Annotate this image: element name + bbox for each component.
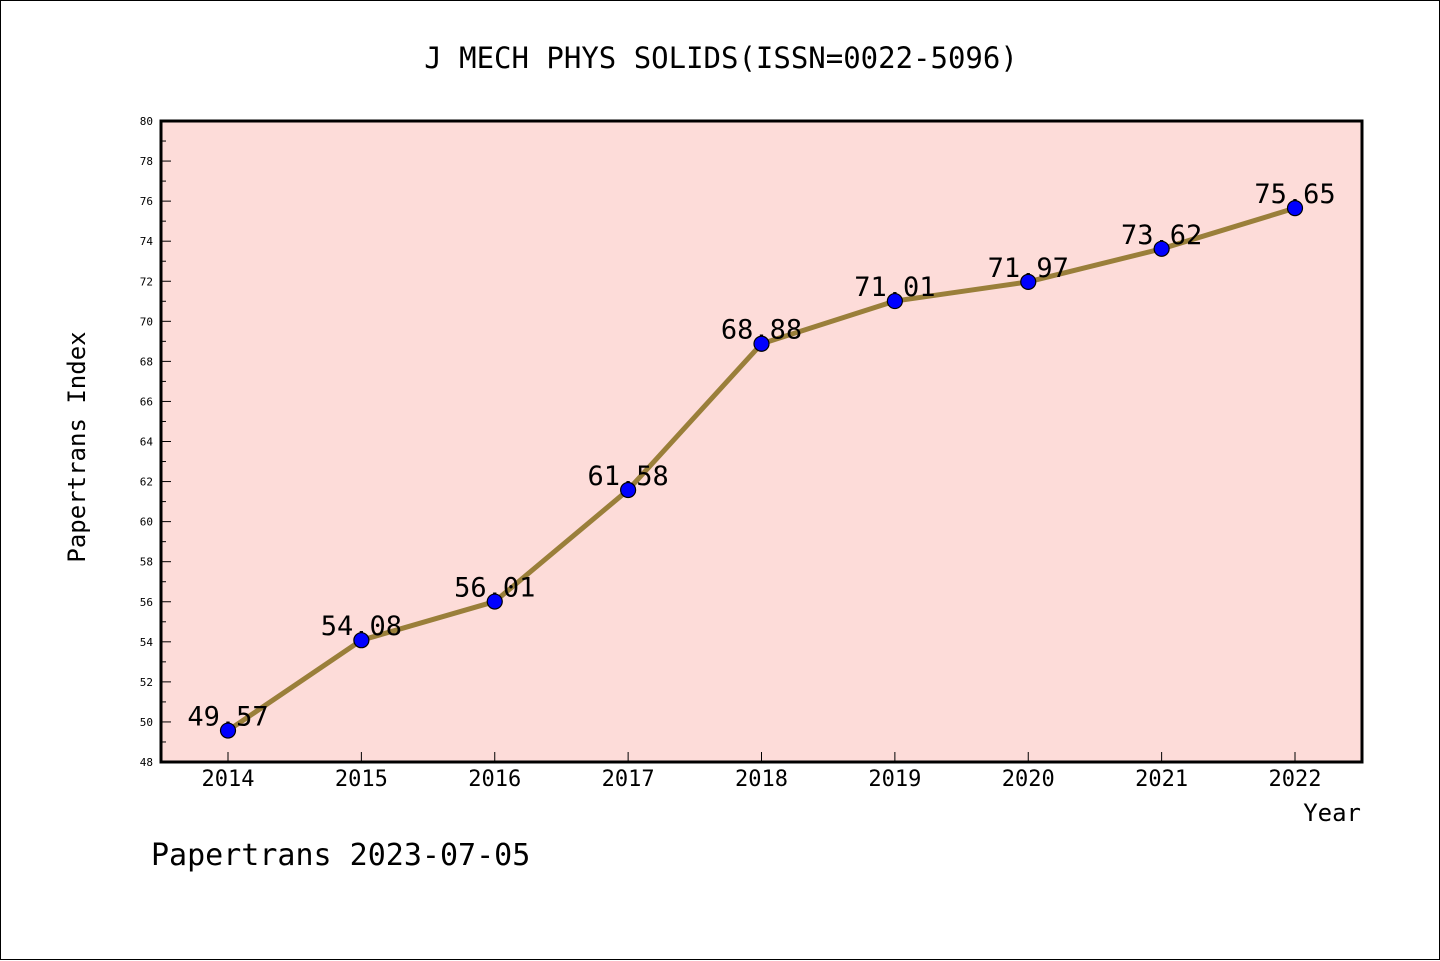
- chart-title: J MECH PHYS SOLIDS(ISSN=0022-5096): [424, 41, 1018, 75]
- y-tick-label: 68: [140, 355, 153, 368]
- y-tick-label: 72: [140, 275, 153, 288]
- series-layer: 49.5754.0856.0161.5868.8871.0171.9773.62…: [187, 179, 1336, 739]
- x-tick-label: 2020: [1002, 767, 1055, 792]
- y-tick-label: 80: [140, 115, 153, 128]
- y-tick-label: 64: [140, 436, 154, 449]
- x-tick-label: 2021: [1135, 767, 1188, 792]
- data-point: [753, 335, 770, 352]
- data-point: [886, 292, 903, 310]
- y-axis: 48 50 52 54 56 58 60 62 64 66 68 70 72 74 76 78 80: [140, 115, 171, 769]
- data-point: [1153, 240, 1170, 257]
- data-point: [219, 722, 237, 739]
- plot-border: [159, 119, 1364, 764]
- y-tick-label: 74: [140, 235, 154, 248]
- y-tick-label: 54: [140, 636, 154, 649]
- y-tick-label: 78: [140, 155, 153, 168]
- x-tick-label: 2018: [735, 767, 788, 792]
- data-point: [1286, 200, 1304, 217]
- footer-watermark: Papertrans 2023-07-05: [151, 838, 530, 873]
- data-point: [1020, 273, 1037, 290]
- x-tick-label: 2015: [335, 767, 388, 792]
- x-tick-label: 2019: [868, 767, 921, 792]
- x-tick-label: 2017: [602, 767, 655, 792]
- x-axis-title: Year: [1303, 799, 1361, 827]
- y-tick-label: 70: [140, 315, 153, 328]
- y-tick-label: 48: [140, 756, 153, 769]
- y-axis-title: Papertrans Index: [63, 331, 91, 562]
- data-point: [620, 481, 637, 499]
- y-tick-label: 56: [140, 596, 153, 609]
- y-tick-label: 52: [140, 676, 153, 689]
- y-tick-label: 60: [140, 516, 153, 529]
- y-tick-label: 62: [140, 476, 153, 489]
- y-tick-label: 50: [140, 716, 153, 729]
- plot-area: [161, 121, 1362, 762]
- x-tick-label: 2014: [202, 767, 255, 792]
- y-tick-label: 76: [140, 195, 153, 208]
- y-tick-label: 66: [140, 395, 153, 408]
- x-tick-label: 2022: [1269, 767, 1322, 792]
- x-axis: 2014 2015 2016 2017 2018 2019 2020 2021 2022: [202, 752, 1322, 792]
- y-tick-label: 58: [140, 556, 153, 569]
- data-point: [353, 632, 370, 649]
- x-tick-label: 2016: [468, 767, 521, 792]
- data-point: [486, 593, 503, 610]
